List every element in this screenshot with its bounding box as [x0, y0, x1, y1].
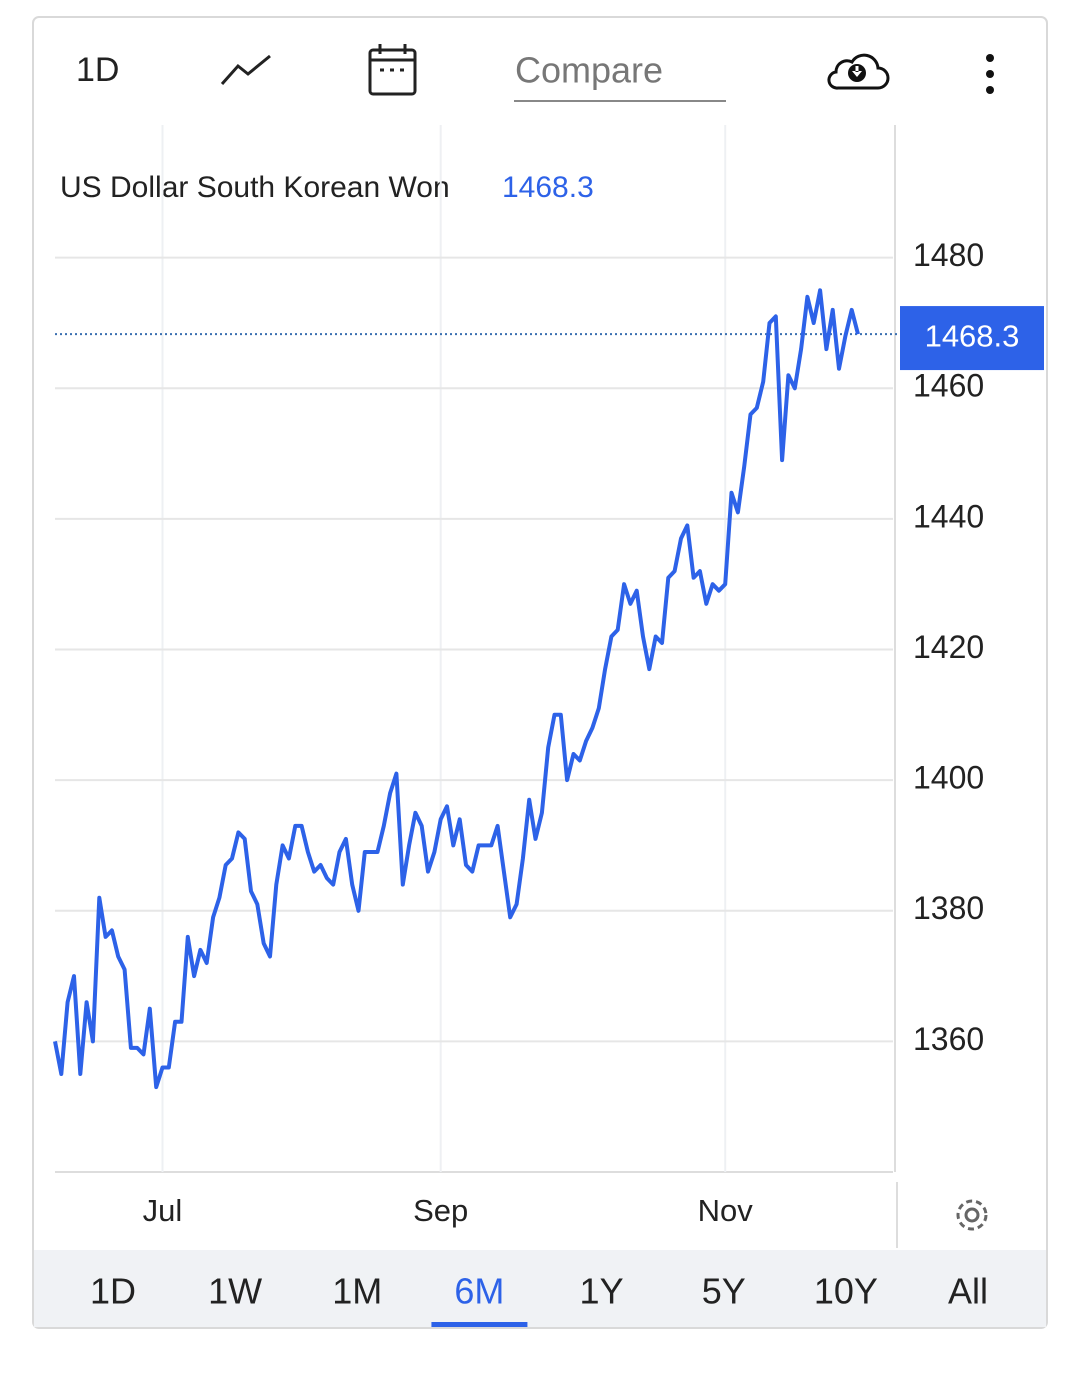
- range-button[interactable]: 1Y: [580, 1271, 624, 1312]
- x-tick-label: Sep: [413, 1193, 468, 1228]
- calendar-button[interactable]: [368, 44, 417, 96]
- y-tick-label: 1400: [913, 760, 984, 796]
- interval-button[interactable]: 1D: [76, 51, 119, 89]
- range-button[interactable]: 1D: [90, 1271, 136, 1312]
- y-tick-label: 1460: [913, 368, 984, 404]
- chart-title: US Dollar South Korean Won: [60, 171, 450, 204]
- last-value-tag-label: 1468.3: [925, 318, 1020, 353]
- x-tick-label: Jul: [143, 1193, 183, 1228]
- x-tick-label: Nov: [698, 1193, 754, 1228]
- settings-button[interactable]: [956, 1199, 988, 1231]
- price-line: [53, 288, 860, 1090]
- chart-type-button[interactable]: [220, 54, 271, 85]
- compare-input[interactable]: Compare: [515, 50, 663, 91]
- y-tick-label: 1440: [913, 498, 984, 534]
- range-button[interactable]: 6M: [454, 1271, 504, 1312]
- y-tick-label: 1360: [913, 1021, 984, 1057]
- y-tick-label: 1480: [913, 237, 984, 273]
- range-button[interactable]: 10Y: [814, 1271, 878, 1312]
- range-button[interactable]: All: [948, 1271, 988, 1312]
- last-value: 1468.3: [502, 171, 594, 204]
- range-button[interactable]: 1M: [332, 1271, 382, 1312]
- y-tick-label: 1420: [913, 629, 984, 665]
- range-active-underline: [431, 1322, 528, 1327]
- range-bar: [34, 1250, 1046, 1327]
- last-value-tag: [900, 306, 1044, 371]
- widget-frame: [32, 16, 1048, 1329]
- download-button[interactable]: [827, 53, 890, 90]
- range-button[interactable]: 1W: [208, 1271, 262, 1312]
- range-button[interactable]: 5Y: [702, 1271, 746, 1312]
- y-tick-label: 1380: [913, 890, 984, 926]
- menu-button[interactable]: [986, 54, 994, 94]
